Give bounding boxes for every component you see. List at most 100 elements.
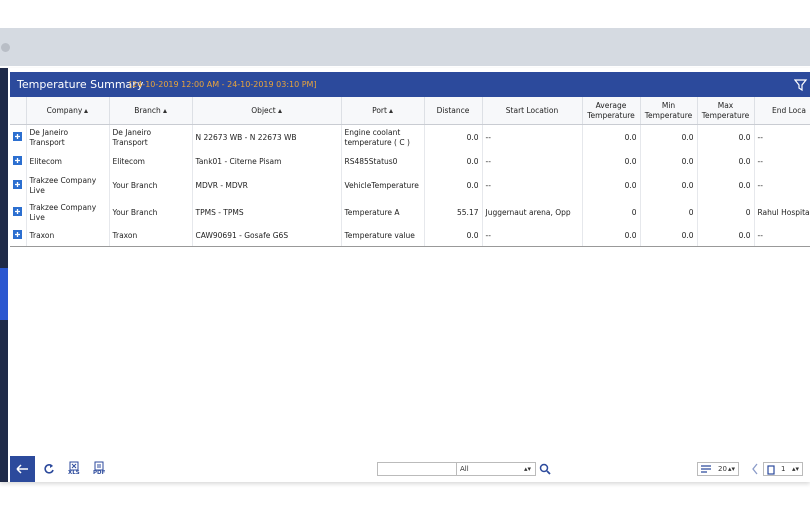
table-cell: -- <box>482 124 583 152</box>
table-cell: 0.0 <box>640 124 698 152</box>
column-header: Min Temperature <box>640 97 698 125</box>
column-label: Company <box>46 105 83 115</box>
pdf-icon[interactable] <box>94 461 104 471</box>
expand-icon[interactable] <box>13 230 22 240</box>
pdf-label[interactable]: PDF <box>93 470 106 476</box>
column-header: Company <box>26 97 110 125</box>
expand-cell <box>10 172 27 199</box>
filter-icon[interactable] <box>794 78 808 92</box>
table-cell: 0.0 <box>640 172 698 199</box>
table-cell: 0.0 <box>582 151 641 173</box>
column-header: End Loca <box>754 97 810 125</box>
column-label: Branch <box>134 105 161 115</box>
page-size-select[interactable]: 20 ▴▾ <box>697 462 739 476</box>
column-label: Start Location <box>505 105 559 115</box>
sort-arrow[interactable] <box>162 108 167 113</box>
table-cell: CAW90691 - Gosafe G6S <box>192 226 342 247</box>
table-cell: -- <box>482 151 583 173</box>
table-cell: N 22673 WB - N 22673 WB <box>192 124 342 152</box>
sidebar-active <box>0 268 8 320</box>
table-cell: -- <box>482 226 583 247</box>
refresh-icon[interactable] <box>43 463 55 475</box>
expand-icon[interactable] <box>13 156 22 165</box>
toolbar: XLS PDF All ▴▾ 20 ▴▾ 1 ▴▾ <box>10 456 810 482</box>
column-header: Average Temperature <box>582 97 641 125</box>
header-row: Company Branch Object Port Distance Start Loc… <box>10 97 810 125</box>
table-cell: Trakzee Company Live <box>26 198 110 227</box>
table-cell: 0.0 <box>582 124 641 152</box>
table-cell: -- <box>754 151 810 173</box>
table-cell: TPMS - TPMS <box>192 198 342 227</box>
window-dot <box>1 43 10 52</box>
sort-arrow[interactable] <box>84 108 89 113</box>
table-row: Trakzee Company Live Your Branch MDVR - MD… <box>10 172 810 199</box>
table-cell: 0 <box>582 198 641 227</box>
back-button[interactable] <box>10 456 35 482</box>
table-cell: -- <box>482 172 583 199</box>
page-size: 20 <box>718 465 727 473</box>
table-cell: RS485Status0 <box>341 151 425 173</box>
sort-arrow[interactable] <box>277 108 282 113</box>
table-cell: 0 <box>697 198 755 227</box>
table-cell: 0.0 <box>697 172 755 199</box>
table-cell: De Janeiro Transport <box>26 124 110 152</box>
table-cell: 0.0 <box>424 151 483 173</box>
table-cell: 0.0 <box>582 226 641 247</box>
table-cell: 0 <box>640 198 698 227</box>
summary-table: Company Branch Object Port Distance Start Loc… <box>10 97 810 247</box>
table-cell: Elitecom <box>109 151 193 173</box>
column-header: Branch <box>109 97 193 125</box>
table-row: Trakzee Company Live Your Branch TPMS - TP… <box>10 198 810 227</box>
column-label: Max Temperature <box>701 100 750 120</box>
column-header: Object <box>192 97 342 125</box>
table-cell: 0.0 <box>697 151 755 173</box>
column-label: Average Temperature <box>587 100 635 120</box>
table-cell: 0.0 <box>582 172 641 199</box>
column-header: Distance <box>424 97 483 125</box>
page-number: 1 <box>781 465 786 473</box>
column-label: Object <box>251 105 276 115</box>
expand-icon[interactable] <box>13 132 22 142</box>
table-cell: 0.0 <box>424 172 483 199</box>
sort-arrow[interactable] <box>388 108 393 113</box>
table-cell: VehicleTemperature <box>341 172 425 199</box>
expand-cell <box>10 198 27 227</box>
search-icon[interactable] <box>539 463 551 475</box>
table-cell: 55.17 <box>424 198 483 227</box>
table-cell: Tank01 - Citerne Pisam <box>192 151 342 173</box>
table-cell: Temperature value <box>341 226 425 247</box>
prev-page[interactable] <box>751 463 759 475</box>
page-select[interactable]: 1 ▴▾ <box>763 462 803 476</box>
table-row: De Janeiro Transport De Janeiro Transport… <box>10 124 810 152</box>
column-label: Min Temperature <box>644 100 693 120</box>
expand-icon[interactable] <box>13 206 22 216</box>
filter-value: All <box>460 465 469 473</box>
table-cell: De Janeiro Transport <box>109 124 193 152</box>
table-cell: Temperature A <box>341 198 425 227</box>
table-row: Elitecom Elitecom Tank01 - Citerne Pisam RS… <box>10 151 810 173</box>
table-cell: Your Branch <box>109 198 193 227</box>
table-cell: Your Branch <box>109 172 193 199</box>
table-cell: 0.0 <box>424 226 483 247</box>
xls-label[interactable]: XLS <box>68 470 80 476</box>
column-header: Port <box>341 97 425 125</box>
table-cell: 0.0 <box>697 124 755 152</box>
table-cell: Traxon <box>26 226 110 247</box>
expand-cell <box>10 226 27 247</box>
table-cell: -- <box>754 226 810 247</box>
browser-bar <box>0 28 810 66</box>
table-cell: Juggernaut arena, Opp <box>482 198 583 227</box>
xls-icon[interactable] <box>69 461 79 471</box>
table-cell: Engine coolant temperature ( C ) <box>341 124 425 152</box>
search-input[interactable] <box>377 462 457 476</box>
table-cell: -- <box>754 124 810 152</box>
expand-icon[interactable] <box>13 179 22 189</box>
table-cell: MDVR - MDVR <box>192 172 342 199</box>
table-cell: Trakzee Company Live <box>26 172 110 199</box>
filter-select[interactable]: All ▴▾ <box>456 462 536 476</box>
table-wrap: Company Branch Object Port Distance Start Loc… <box>10 97 810 247</box>
column-label: Distance <box>436 105 470 115</box>
table-cell: 0.0 <box>424 124 483 152</box>
column-header: Start Location <box>482 97 583 125</box>
